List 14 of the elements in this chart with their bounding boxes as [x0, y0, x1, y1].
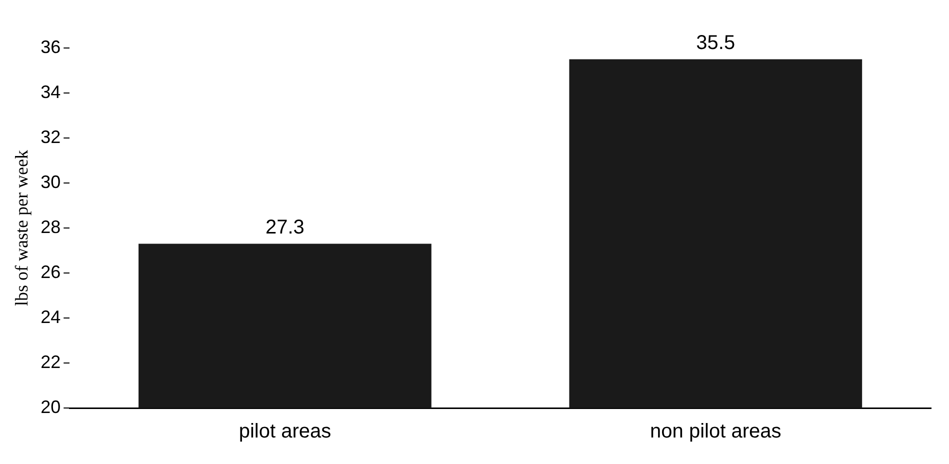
y-tick-label: 24 — [40, 306, 61, 327]
y-tick-label: 28 — [40, 216, 61, 237]
y-tick-label: 36 — [40, 36, 61, 57]
y-tick-label: 32 — [40, 126, 61, 147]
data-label: 35.5 — [696, 32, 736, 54]
x-tick-label: pilot areas — [238, 420, 332, 443]
y-tick-label: 20 — [40, 396, 61, 417]
y-tick-label: 30 — [40, 172, 61, 192]
y-axis-title: lbs of waste per week — [12, 150, 32, 306]
y-tick-label: 22 — [40, 352, 61, 372]
y-tick-label: 26 — [40, 262, 61, 282]
x-tick-label: non pilot areas — [650, 420, 782, 443]
y-tick-label: 34 — [40, 82, 61, 102]
data-label: 27.3 — [265, 216, 304, 238]
